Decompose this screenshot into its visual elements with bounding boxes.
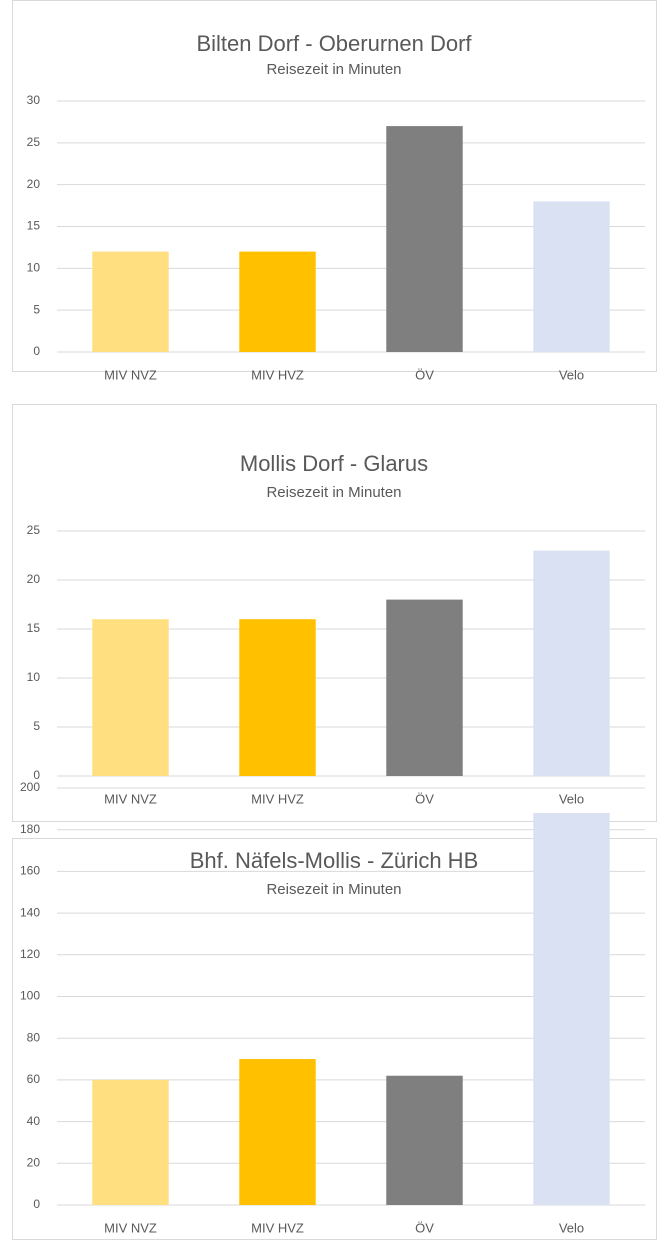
- y-tick-label: 15: [27, 621, 41, 635]
- y-tick-label: 20: [27, 177, 41, 191]
- y-tick-label: 0: [33, 768, 40, 782]
- y-tick-label: 10: [27, 261, 41, 275]
- bar: [533, 813, 610, 1205]
- bar: [92, 251, 169, 352]
- x-tick-label: ÖV: [415, 791, 434, 806]
- x-tick-label: MIV NVZ: [104, 367, 157, 382]
- y-tick-label: 20: [27, 572, 41, 586]
- x-tick-label: ÖV: [415, 1220, 434, 1235]
- y-tick-label: 200: [20, 780, 40, 794]
- y-tick-label: 140: [20, 905, 40, 919]
- y-tick-label: 100: [20, 989, 40, 1003]
- y-tick-label: 40: [27, 1114, 41, 1128]
- y-tick-label: 180: [20, 822, 40, 836]
- y-tick-label: 160: [20, 864, 40, 878]
- chart-subtitle: Reisezeit in Minuten: [266, 484, 401, 501]
- y-tick-label: 15: [27, 219, 41, 233]
- x-tick-label: Velo: [559, 1220, 584, 1235]
- x-tick-label: MIV NVZ: [104, 1220, 157, 1235]
- bar: [92, 1079, 169, 1205]
- y-tick-label: 60: [27, 1072, 41, 1086]
- y-tick-label: 30: [27, 93, 41, 107]
- y-tick-label: 0: [33, 344, 40, 358]
- x-tick-label: MIV HVZ: [251, 1220, 304, 1235]
- chart-subtitle: Reisezeit in Minuten: [266, 881, 401, 898]
- chart-title: Bhf. Näfels-Mollis - Zürich HB: [190, 848, 479, 873]
- x-tick-label: Velo: [559, 367, 584, 382]
- bar: [386, 126, 463, 352]
- y-tick-label: 120: [20, 947, 40, 961]
- y-tick-label: 20: [27, 1155, 41, 1169]
- y-tick-label: 10: [27, 670, 41, 684]
- x-tick-label: Velo: [559, 791, 584, 806]
- bar: [386, 1075, 463, 1205]
- x-tick-label: MIV NVZ: [104, 791, 157, 806]
- y-tick-label: 25: [27, 135, 41, 149]
- y-tick-label: 5: [33, 719, 40, 733]
- bar: [239, 251, 316, 352]
- bar: [386, 599, 463, 776]
- x-tick-label: MIV HVZ: [251, 791, 304, 806]
- bar: [92, 619, 169, 776]
- bar: [533, 550, 610, 776]
- bar: [533, 201, 610, 352]
- y-tick-label: 80: [27, 1030, 41, 1044]
- chart-title: Mollis Dorf - Glarus: [240, 451, 428, 476]
- y-tick-label: 5: [33, 302, 40, 316]
- chart-title: Bilten Dorf - Oberurnen Dorf: [196, 31, 472, 56]
- x-tick-label: MIV HVZ: [251, 367, 304, 382]
- chart-subtitle: Reisezeit in Minuten: [266, 61, 401, 78]
- x-tick-label: ÖV: [415, 367, 434, 382]
- bar: [239, 1059, 316, 1205]
- y-tick-label: 0: [33, 1197, 40, 1211]
- y-tick-label: 25: [27, 523, 41, 537]
- bar: [239, 619, 316, 776]
